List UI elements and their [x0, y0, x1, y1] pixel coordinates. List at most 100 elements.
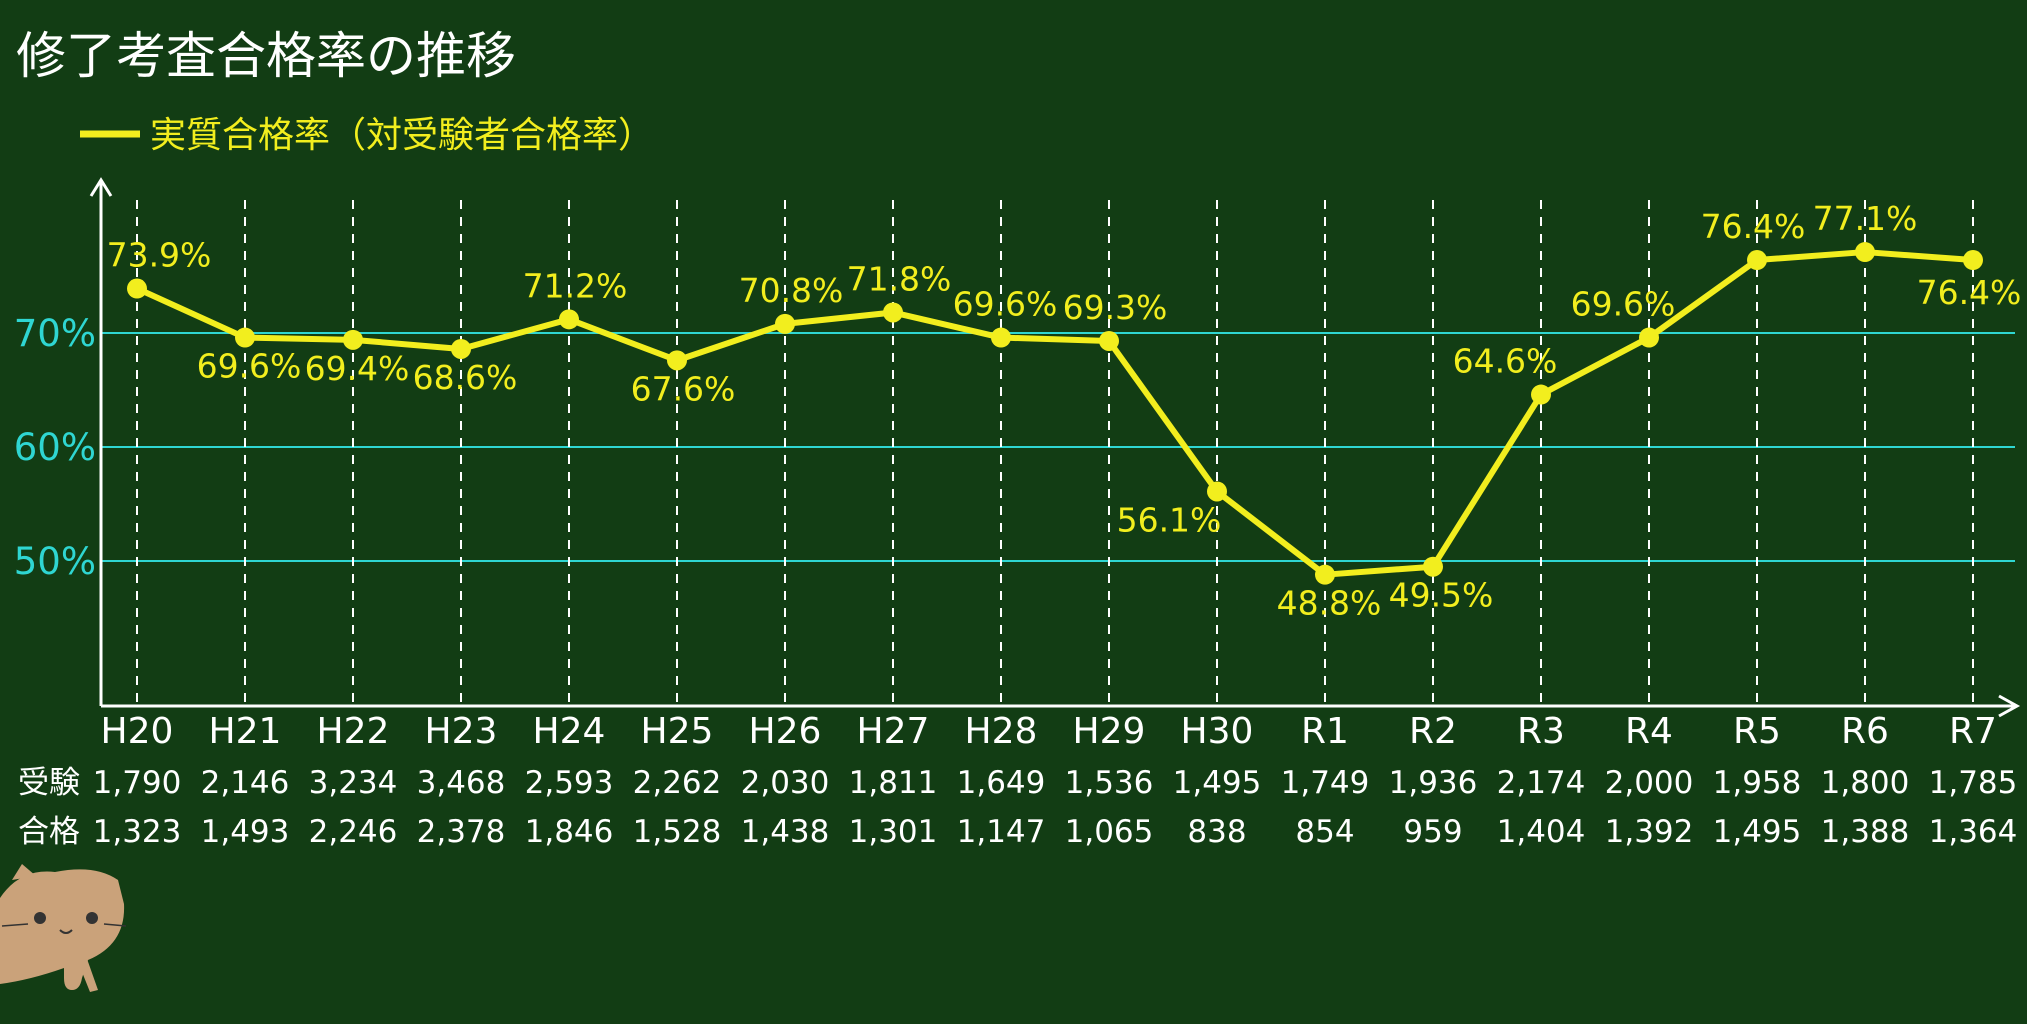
- x-tick-label: H28: [965, 711, 1038, 752]
- table-cell: 1,388: [1821, 814, 1910, 850]
- table-cell: 1,749: [1281, 765, 1370, 801]
- data-point-R4: [1639, 327, 1659, 348]
- data-label-H20: 73.9%: [107, 236, 212, 275]
- table-cell: 1,790: [93, 765, 182, 801]
- x-tick-label: H24: [533, 711, 606, 752]
- x-tick-labels: H20 H21 H22 H23 H24 H25 H26 H27 H28 H29 H30 R1 R2 R3 R…: [101, 711, 1997, 752]
- table-cell: 1,301: [849, 814, 938, 850]
- data-label-H23: 68.6%: [413, 358, 518, 397]
- table-cell: 2,246: [309, 814, 398, 850]
- y-tick-label: 60%: [14, 426, 96, 469]
- data-points: [127, 242, 1983, 585]
- chart-title: 修了考査合格率の推移: [16, 27, 516, 85]
- data-point-H26: [775, 313, 795, 334]
- data-point-H20: [127, 278, 147, 299]
- data-point-R1: [1315, 564, 1335, 585]
- data-point-H27: [883, 302, 903, 323]
- data-label-R7: 76.4%: [1917, 273, 2022, 312]
- table-cell: 1,147: [957, 814, 1046, 850]
- data-label-H30: 56.1%: [1117, 500, 1222, 539]
- data-label-R4: 69.6%: [1571, 285, 1676, 324]
- x-axis-arrow: [1998, 694, 2021, 718]
- data-point-H23: [451, 338, 471, 359]
- table-cell: 1,364: [1929, 814, 2018, 850]
- table-cell: 959: [1403, 814, 1462, 850]
- x-tick-label: H23: [425, 711, 498, 752]
- table-cell: 1,649: [957, 765, 1046, 801]
- x-tick-label: H25: [641, 711, 714, 752]
- data-label-R2: 49.5%: [1389, 576, 1494, 615]
- data-labels: 73.9%69.6% 69.4% 68.6%71.2%67.6%70.8% 71.8%…: [107, 199, 2022, 623]
- table-cell: 1,936: [1389, 765, 1478, 801]
- series-line: [135, 249, 1974, 578]
- data-point-H30: [1207, 481, 1227, 502]
- x-tick-label: R5: [1733, 711, 1781, 752]
- data-point-R7: [1963, 250, 1983, 271]
- y-tick-label: 70%: [14, 312, 96, 355]
- table-cell: 1,323: [93, 814, 182, 850]
- data-point-H24: [559, 309, 579, 330]
- table-cell: 838: [1187, 814, 1246, 850]
- x-tick-label: R6: [1841, 711, 1889, 752]
- table-cell: 1,392: [1605, 814, 1694, 850]
- x-tick-label: H20: [101, 711, 174, 752]
- table-cell: 1,958: [1713, 765, 1802, 801]
- counts-table: 受験 1,790 2,146 3,234 3,468 2,593 2,262 2,030 1,8…: [18, 765, 2017, 850]
- y-axis-arrow: [89, 177, 113, 197]
- data-label-H26: 70.8%: [739, 271, 844, 310]
- table-cell: 1,528: [633, 814, 722, 850]
- table-cell: 2,000: [1605, 765, 1694, 801]
- table-row-label: 合格: [18, 814, 80, 850]
- data-label-H25: 67.6%: [631, 369, 736, 408]
- x-tick-label: R1: [1301, 711, 1349, 752]
- data-label-H24: 71.2%: [523, 266, 628, 305]
- data-label-H29: 69.3%: [1063, 288, 1168, 327]
- table-cell: 1,846: [525, 814, 614, 850]
- x-tick-label: H29: [1073, 711, 1146, 752]
- table-cell: 1,404: [1497, 814, 1586, 850]
- table-cell: 3,234: [309, 765, 398, 801]
- x-tick-label: R2: [1409, 711, 1457, 752]
- data-point-R6: [1855, 242, 1875, 263]
- data-point-H29: [1099, 330, 1119, 351]
- table-cell: 1,438: [741, 814, 830, 850]
- data-label-R6: 77.1%: [1813, 199, 1918, 238]
- table-cell: 1,495: [1173, 765, 1262, 801]
- horizontal-gridlines: [101, 332, 2015, 562]
- table-cell: 2,378: [417, 814, 506, 850]
- x-tick-label: H22: [317, 711, 390, 752]
- data-label-H28: 69.6%: [953, 285, 1058, 324]
- x-tick-label: R4: [1625, 711, 1673, 752]
- table-cell: 2,262: [633, 765, 722, 801]
- legend-label: 実質合格率（対受験者合格率）: [150, 115, 654, 156]
- table-cell: 1,536: [1065, 765, 1154, 801]
- table-cell: 1,493: [201, 814, 290, 850]
- axes: [89, 177, 2021, 718]
- table-cell: 2,030: [741, 765, 830, 801]
- x-tick-label: H27: [857, 711, 930, 752]
- table-cell: 2,174: [1497, 765, 1586, 801]
- table-cell: 2,146: [201, 765, 290, 801]
- table-cell: 1,785: [1929, 765, 2018, 801]
- data-point-H25: [667, 350, 687, 371]
- table-row-label: 受験: [18, 765, 80, 801]
- y-tick-labels: 70% 60% 50%: [14, 312, 96, 583]
- vertical-gridlines: [136, 200, 1974, 706]
- cat-icon: [0, 864, 127, 992]
- data-label-H21: 69.6%: [197, 347, 302, 386]
- data-point-R2: [1423, 556, 1443, 577]
- data-point-H22: [343, 329, 363, 350]
- x-tick-label: H26: [749, 711, 822, 752]
- table-cell: 854: [1295, 814, 1354, 850]
- x-tick-label: H21: [209, 711, 282, 752]
- table-cell: 1,065: [1065, 814, 1154, 850]
- data-label-R1: 48.8%: [1277, 584, 1382, 623]
- x-tick-label: R3: [1517, 711, 1565, 752]
- x-tick-label: H30: [1181, 711, 1254, 752]
- data-point-R5: [1747, 250, 1767, 271]
- y-tick-label: 50%: [14, 540, 96, 583]
- table-cell: 2,593: [525, 765, 614, 801]
- table-cell: 3,468: [417, 765, 506, 801]
